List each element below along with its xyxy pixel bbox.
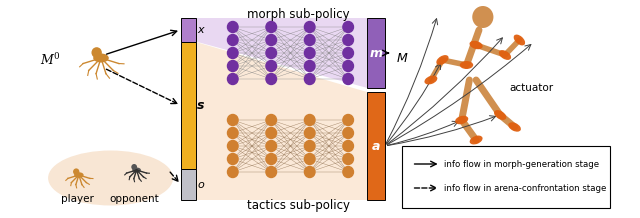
Ellipse shape (508, 122, 521, 132)
Ellipse shape (472, 6, 493, 28)
Ellipse shape (74, 172, 84, 178)
Text: m: m (369, 46, 383, 60)
Ellipse shape (460, 61, 473, 69)
Circle shape (266, 167, 276, 177)
Circle shape (227, 140, 238, 152)
Ellipse shape (514, 35, 525, 45)
Text: s: s (197, 99, 205, 112)
Text: $M^0$: $M^0$ (40, 52, 61, 68)
Circle shape (343, 22, 353, 32)
Circle shape (343, 48, 353, 58)
Circle shape (266, 22, 276, 32)
Circle shape (227, 48, 238, 58)
Circle shape (266, 114, 276, 126)
Circle shape (343, 128, 353, 138)
Circle shape (227, 73, 238, 85)
Ellipse shape (48, 150, 173, 206)
Circle shape (305, 167, 315, 177)
Circle shape (227, 153, 238, 165)
Circle shape (266, 128, 276, 138)
Circle shape (227, 128, 238, 138)
Text: o: o (197, 180, 204, 189)
Bar (181, 169, 196, 200)
Circle shape (305, 34, 315, 46)
Circle shape (343, 34, 353, 46)
Circle shape (305, 22, 315, 32)
Circle shape (227, 34, 238, 46)
Ellipse shape (132, 167, 141, 172)
Ellipse shape (494, 110, 506, 120)
Ellipse shape (73, 168, 79, 175)
Circle shape (343, 61, 353, 72)
Circle shape (266, 153, 276, 165)
Circle shape (305, 128, 315, 138)
Ellipse shape (92, 47, 102, 58)
Circle shape (343, 114, 353, 126)
Text: tactics sub-policy: tactics sub-policy (246, 199, 349, 212)
Circle shape (266, 48, 276, 58)
Ellipse shape (499, 50, 511, 60)
Ellipse shape (436, 55, 449, 65)
Circle shape (227, 61, 238, 72)
Ellipse shape (93, 53, 109, 63)
Circle shape (305, 114, 315, 126)
Ellipse shape (470, 136, 483, 145)
Polygon shape (196, 42, 367, 200)
Circle shape (343, 140, 353, 152)
Circle shape (305, 153, 315, 165)
Circle shape (266, 61, 276, 72)
Text: morph sub-policy: morph sub-policy (247, 8, 349, 21)
Circle shape (343, 73, 353, 85)
Text: a: a (372, 140, 380, 153)
Text: actuator: actuator (510, 83, 554, 93)
Circle shape (266, 140, 276, 152)
Bar (181, 18, 196, 42)
Bar (181, 42, 196, 169)
Circle shape (227, 22, 238, 32)
Circle shape (305, 61, 315, 72)
Circle shape (266, 73, 276, 85)
Text: player: player (61, 194, 93, 204)
Circle shape (305, 140, 315, 152)
Text: info flow in morph-generation stage: info flow in morph-generation stage (444, 160, 600, 169)
Ellipse shape (424, 76, 437, 84)
Text: x: x (197, 25, 204, 35)
Ellipse shape (455, 116, 468, 124)
Text: $M$: $M$ (396, 51, 409, 65)
Circle shape (305, 73, 315, 85)
Circle shape (227, 114, 238, 126)
Ellipse shape (470, 41, 483, 49)
Ellipse shape (131, 164, 137, 170)
Polygon shape (196, 18, 367, 88)
Circle shape (266, 34, 276, 46)
FancyBboxPatch shape (402, 146, 610, 208)
Bar (367, 92, 385, 200)
Text: opponent: opponent (110, 194, 159, 204)
Text: info flow in arena-confrontation stage: info flow in arena-confrontation stage (444, 184, 607, 192)
Circle shape (343, 153, 353, 165)
Circle shape (227, 167, 238, 177)
Circle shape (343, 167, 353, 177)
Bar (367, 18, 385, 88)
Circle shape (305, 48, 315, 58)
